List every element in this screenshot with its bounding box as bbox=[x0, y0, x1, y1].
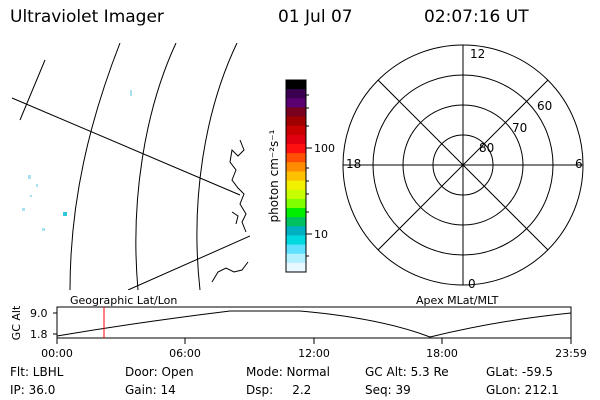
geographic-label: Geographic Lat/Lon bbox=[70, 294, 177, 307]
time-label-1200: 12:00 bbox=[298, 347, 330, 360]
colorbar-band bbox=[286, 116, 306, 127]
colorbar-band bbox=[286, 198, 306, 209]
polar-plot bbox=[342, 44, 584, 286]
instrument-title: Ultraviolet Imager bbox=[10, 7, 164, 27]
colorbar-band bbox=[286, 107, 306, 118]
geographic-map bbox=[11, 43, 250, 290]
colorbar-tick-100: 100 bbox=[314, 142, 335, 155]
colorbar: 100 10 photon cm⁻²s⁻¹ bbox=[267, 79, 335, 273]
colorbar-tick-10: 10 bbox=[314, 228, 328, 241]
info-glon: GLon: 212.1 bbox=[486, 383, 559, 397]
altitude-y-min: 1.8 bbox=[30, 328, 48, 341]
colorbar-band bbox=[286, 262, 306, 273]
colorbar-band bbox=[286, 180, 306, 191]
altitude-y-max: 9.0 bbox=[30, 307, 48, 320]
mlt-label-right: 6 bbox=[575, 157, 583, 171]
mlt-label-top: 12 bbox=[470, 47, 485, 61]
altitude-strip: GC Alt 9.0 1.8 00:00 06:00 12:00 18:00 2… bbox=[10, 305, 587, 360]
info-filter: Flt: LBHL bbox=[10, 365, 64, 379]
colorbar-band bbox=[286, 162, 306, 172]
colorbar-band bbox=[286, 98, 306, 108]
info-gc-alt: GC Alt: 5.3 Re bbox=[365, 365, 449, 379]
apex-label: Apex MLat/MLT bbox=[416, 294, 499, 307]
info-dsp: Dsp: 2.2 bbox=[246, 383, 312, 397]
time-label-0600: 06:00 bbox=[169, 347, 201, 360]
info-gain: Gain: 14 bbox=[125, 383, 176, 397]
colorbar-band bbox=[286, 125, 306, 136]
colorbar-band bbox=[286, 171, 306, 182]
lat-label-60: 60 bbox=[537, 99, 552, 113]
colorbar-band bbox=[286, 80, 306, 90]
lat-label-70: 70 bbox=[512, 121, 527, 135]
colorbar-band bbox=[286, 134, 306, 145]
colorbar-band bbox=[286, 144, 306, 154]
observation-time: 02:07:16 UT bbox=[424, 7, 529, 27]
info-mode: Mode: Normal bbox=[246, 365, 330, 379]
info-door: Door: Open bbox=[125, 365, 194, 379]
time-label-2359: 23:59 bbox=[555, 347, 587, 360]
info-ip: IP: 36.0 bbox=[10, 383, 56, 397]
colorbar-unit: photon cm⁻²s⁻¹ bbox=[267, 129, 281, 222]
colorbar-band bbox=[286, 226, 306, 236]
mlt-label-bottom: 0 bbox=[468, 277, 476, 291]
polar-labels: 12 0 18 6 60 70 80 bbox=[346, 47, 583, 291]
colorbar-band bbox=[286, 153, 306, 163]
colorbar-band bbox=[286, 208, 306, 218]
time-label-1800: 18:00 bbox=[426, 347, 458, 360]
altitude-axis-title: GC Alt bbox=[10, 305, 23, 340]
colorbar-band bbox=[286, 189, 306, 200]
colorbar-band bbox=[286, 244, 306, 255]
observation-date: 01 Jul 07 bbox=[278, 7, 353, 27]
colorbar-band bbox=[286, 253, 306, 264]
info-seq: Seq: 39 bbox=[365, 383, 411, 397]
lat-label-80: 80 bbox=[479, 141, 494, 155]
time-label-0000: 00:00 bbox=[41, 347, 73, 360]
mlt-label-left: 18 bbox=[346, 157, 361, 171]
colorbar-band bbox=[286, 217, 306, 227]
colorbar-band bbox=[286, 89, 306, 99]
info-glat: GLat: -59.5 bbox=[486, 365, 553, 379]
colorbar-band bbox=[286, 235, 306, 246]
